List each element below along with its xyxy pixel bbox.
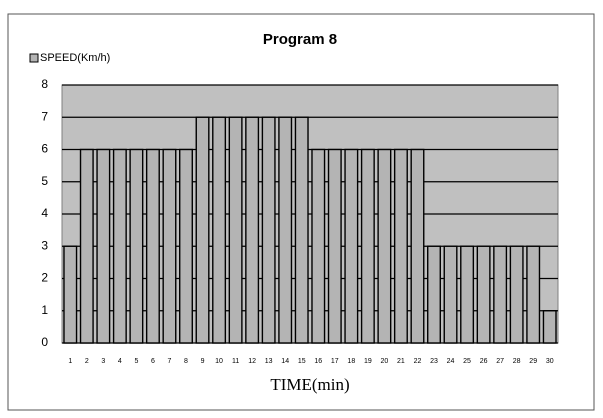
- bar: [179, 148, 193, 344]
- x-axis-title: TIME(min): [270, 375, 349, 394]
- y-tick-label: 2: [41, 271, 48, 285]
- bar: [393, 148, 408, 344]
- x-tick-label: 8: [184, 358, 188, 365]
- x-tick-label: 1: [68, 358, 72, 365]
- bar: [460, 245, 475, 344]
- bar: [327, 148, 342, 344]
- x-tick-label: 29: [529, 358, 537, 365]
- x-tick-label: 19: [364, 358, 372, 365]
- legend-swatch: [29, 53, 39, 63]
- x-tick-label: 30: [546, 358, 554, 365]
- y-tick-label: 7: [41, 109, 48, 123]
- bar: [261, 116, 276, 344]
- bar: [212, 116, 227, 344]
- bar: [410, 148, 425, 344]
- bar: [509, 245, 524, 344]
- bar: [377, 148, 392, 344]
- x-tick-label: 4: [118, 358, 122, 365]
- y-tick-label: 6: [41, 142, 48, 156]
- bar: [63, 245, 78, 344]
- chart-title: Program 8: [263, 31, 337, 48]
- x-tick-label: 6: [151, 358, 155, 365]
- y-tick-label: 1: [41, 303, 48, 317]
- bar: [129, 148, 144, 344]
- x-tick-label: 28: [513, 358, 521, 365]
- bar: [294, 116, 309, 344]
- bar: [311, 148, 326, 344]
- x-tick-label: 15: [298, 358, 306, 365]
- x-tick-label: 21: [397, 358, 405, 365]
- x-tick-label: 26: [480, 358, 488, 365]
- x-tick-label: 10: [215, 358, 223, 365]
- x-tick-label: 23: [430, 358, 438, 365]
- bar: [195, 116, 210, 344]
- y-tick-label: 5: [41, 174, 48, 188]
- x-tick-label: 7: [168, 358, 172, 365]
- x-tick-label: 18: [347, 358, 355, 365]
- x-tick-label: 17: [331, 358, 339, 365]
- bar: [96, 148, 111, 344]
- bar: [145, 148, 160, 344]
- x-tick-label: 24: [447, 358, 455, 365]
- bar: [228, 116, 243, 344]
- y-tick-label: 3: [41, 238, 48, 252]
- x-tick-label: 27: [496, 358, 504, 365]
- bar: [278, 116, 293, 344]
- y-tick-label: 0: [41, 335, 48, 349]
- bar: [427, 245, 441, 344]
- x-tick-label: 22: [414, 358, 422, 365]
- y-tick-label: 8: [41, 77, 48, 91]
- bar: [245, 116, 260, 344]
- x-tick-label: 20: [381, 358, 389, 365]
- x-tick-label: 14: [281, 358, 289, 365]
- bar: [79, 148, 94, 344]
- x-tick-label: 11: [232, 358, 239, 365]
- x-tick-label: 5: [134, 358, 138, 365]
- bar: [542, 310, 557, 344]
- bar: [344, 148, 359, 344]
- legend-label: SPEED(Km/h): [40, 52, 110, 64]
- bar: [360, 148, 375, 344]
- x-tick-label: 13: [265, 358, 273, 365]
- bar: [493, 245, 508, 344]
- x-tick-label: 9: [201, 358, 205, 365]
- x-tick-label: 3: [101, 358, 105, 365]
- y-tick-label: 4: [41, 206, 48, 220]
- x-tick-label: 25: [463, 358, 471, 365]
- x-tick-label: 12: [248, 358, 256, 365]
- bar: [476, 245, 491, 344]
- bar: [443, 245, 458, 344]
- bar: [526, 245, 541, 344]
- bar: [112, 148, 127, 344]
- x-tick-label: 2: [85, 358, 89, 365]
- bar: [162, 148, 177, 344]
- x-tick-label: 16: [314, 358, 322, 365]
